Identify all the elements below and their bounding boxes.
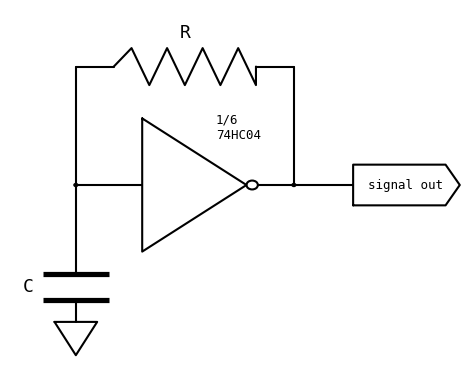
Text: C: C [23, 278, 34, 296]
Text: 1/6
74HC04: 1/6 74HC04 [216, 114, 261, 142]
Circle shape [74, 184, 78, 186]
Text: R: R [180, 24, 190, 42]
Circle shape [292, 184, 296, 186]
Text: signal out: signal out [368, 178, 443, 192]
